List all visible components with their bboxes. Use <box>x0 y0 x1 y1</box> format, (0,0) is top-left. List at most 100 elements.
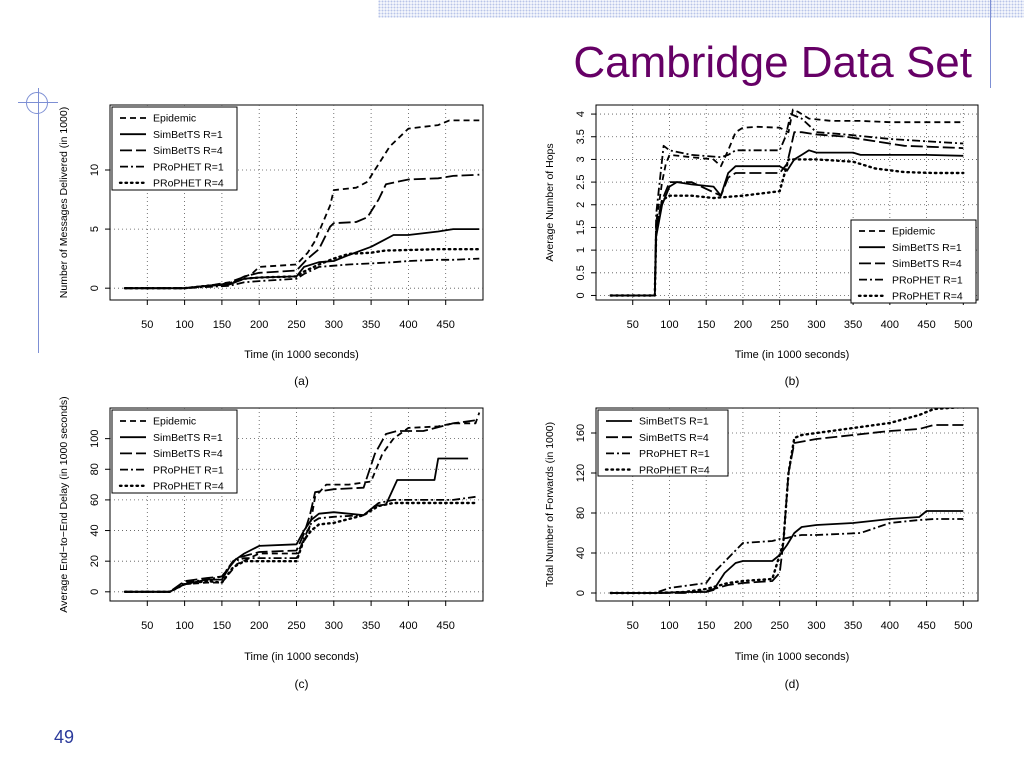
chart-caption: (a) <box>294 374 309 388</box>
decorative-vertical-line <box>38 88 39 353</box>
y-tick-label: 0 <box>89 589 101 595</box>
legend-label: SimBetTS R=4 <box>892 258 962 270</box>
y-tick-label: 1 <box>575 247 587 253</box>
y-tick-label: 40 <box>575 547 587 559</box>
decorative-top-band <box>378 0 1024 18</box>
y-tick-label: 40 <box>89 524 101 536</box>
series-line-prophet-r-4 <box>123 247 481 290</box>
y-tick-label: 60 <box>89 494 101 506</box>
series-line-epidemic <box>124 119 480 290</box>
legend-label: PRoPHET R=1 <box>153 161 224 173</box>
page-number: 49 <box>54 727 75 747</box>
y-axis-label: Number of Messages Delivered (in 1000) <box>58 107 70 298</box>
legend-box <box>111 106 238 191</box>
legend-label: PRoPHET R=1 <box>892 274 963 286</box>
x-tick-label: 450 <box>437 620 455 632</box>
y-tick-label: 0 <box>89 285 101 291</box>
y-tick-label: 100 <box>89 429 101 447</box>
series-line-simbetts-r-4 <box>610 131 964 297</box>
plot-frame <box>595 104 979 301</box>
x-tick-label: 200 <box>734 620 752 632</box>
x-tick-label: 100 <box>660 319 678 331</box>
y-tick-label: 120 <box>575 464 587 482</box>
legend-label: PRoPHET R=1 <box>639 448 710 460</box>
legend-label: Epidemic <box>892 226 935 238</box>
decorative-right-line <box>990 0 991 88</box>
x-tick-label: 200 <box>250 620 268 632</box>
x-tick-label: 100 <box>660 620 678 632</box>
x-tick-label: 350 <box>362 620 380 632</box>
series-line-epidemic <box>610 108 964 297</box>
x-tick-label: 450 <box>917 319 935 331</box>
x-tick-label: 400 <box>399 319 417 331</box>
x-tick-label: 100 <box>175 620 193 632</box>
x-tick-label: 50 <box>141 620 153 632</box>
x-tick-label: 150 <box>697 620 715 632</box>
x-tick-label: 300 <box>807 620 825 632</box>
slide-title: Cambridge Data Set <box>573 38 972 87</box>
x-tick-label: 200 <box>734 319 752 331</box>
x-tick-label: 300 <box>807 319 825 331</box>
chart-panel-1: 50 100 150 200 250 300 350 400 450 0 5 10 Time (in 1… <box>58 104 484 388</box>
legend: SimBetTS R=1 SimBetTS R=4 PRoPHET R=1 PRoPH… <box>597 409 729 477</box>
x-axis-label: Time (in 1000 seconds) <box>735 349 850 361</box>
x-axis-label: Time (in 1000 seconds) <box>244 651 359 663</box>
chart-caption: (b) <box>785 374 800 388</box>
x-tick-label: 350 <box>844 319 862 331</box>
y-tick-label: 2 <box>575 202 587 208</box>
series-line-simbetts-r-1 <box>610 149 964 297</box>
x-tick-label: 200 <box>250 319 268 331</box>
x-tick-label: 150 <box>697 319 715 331</box>
legend-label: SimBetTS R=4 <box>153 448 223 460</box>
legend-label: PRoPHET R=4 <box>639 464 710 476</box>
y-axis-label: Total Number of Forwards (in 1000) <box>544 422 556 587</box>
legend: Epidemic SimBetTS R=1 SimBetTS R=4 PRoPHET … <box>111 106 238 191</box>
x-tick-label: 450 <box>437 319 455 331</box>
x-tick-label: 400 <box>881 319 899 331</box>
chart-caption: (c) <box>295 677 309 691</box>
legend-label: PRoPHET R=1 <box>153 464 224 476</box>
legend-label: SimBetTS R=1 <box>153 432 223 444</box>
x-tick-label: 250 <box>287 620 305 632</box>
y-tick-label: 80 <box>575 507 587 519</box>
series-line-prophet-r-4 <box>123 501 477 593</box>
x-tick-label: 150 <box>213 620 231 632</box>
series-line-prophet-r-4 <box>609 408 964 595</box>
x-tick-label: 250 <box>770 319 788 331</box>
x-tick-label: 450 <box>917 620 935 632</box>
x-tick-label: 400 <box>881 620 899 632</box>
x-tick-label: 350 <box>844 620 862 632</box>
x-axis-label: Time (in 1000 seconds) <box>735 651 850 663</box>
series-line-simbetts-r-4 <box>124 173 480 290</box>
y-tick-label: 20 <box>89 555 101 567</box>
chart-panel-2: 50 100 150 200 250 300 350 400 450 500 0 0.5 1 1.5 2 2.… <box>544 104 979 388</box>
y-tick-label: 0 <box>575 590 587 596</box>
x-tick-label: 350 <box>362 319 380 331</box>
y-tick-label: 160 <box>575 424 587 442</box>
legend-label: Epidemic <box>153 113 196 125</box>
series-line-simbetts-r-1 <box>124 457 469 593</box>
x-tick-label: 500 <box>954 319 972 331</box>
y-tick-label: 3.5 <box>575 129 587 144</box>
series-line-prophet-r-1 <box>124 257 480 290</box>
legend-label: SimBetTS R=4 <box>153 145 223 157</box>
series-line-simbetts-r-1 <box>610 510 964 594</box>
y-tick-label: 0 <box>575 292 587 298</box>
legend-label: PRoPHET R=4 <box>153 480 224 492</box>
legend-label: SimBetTS R=1 <box>153 129 223 141</box>
y-tick-label: 2.5 <box>575 174 587 189</box>
y-tick-label: 80 <box>89 463 101 475</box>
x-tick-label: 250 <box>770 620 788 632</box>
legend-label: Epidemic <box>153 416 196 428</box>
y-tick-label: 5 <box>89 226 101 232</box>
x-tick-label: 250 <box>287 319 305 331</box>
y-axis-label: Average End−to−End Delay (in 1000 second… <box>58 396 70 612</box>
y-tick-label: 4 <box>575 111 587 117</box>
legend: Epidemic SimBetTS R=1 SimBetTS R=4 PRoPHET … <box>850 219 977 304</box>
x-tick-label: 150 <box>213 319 231 331</box>
chart-panel-4: 50 100 150 200 250 300 350 400 450 500 0 40 80 120 160… <box>544 407 979 691</box>
series-line-epidemic <box>124 412 481 593</box>
legend-label: PRoPHET R=4 <box>892 290 963 302</box>
legend-label: SimBetTS R=1 <box>892 242 962 254</box>
